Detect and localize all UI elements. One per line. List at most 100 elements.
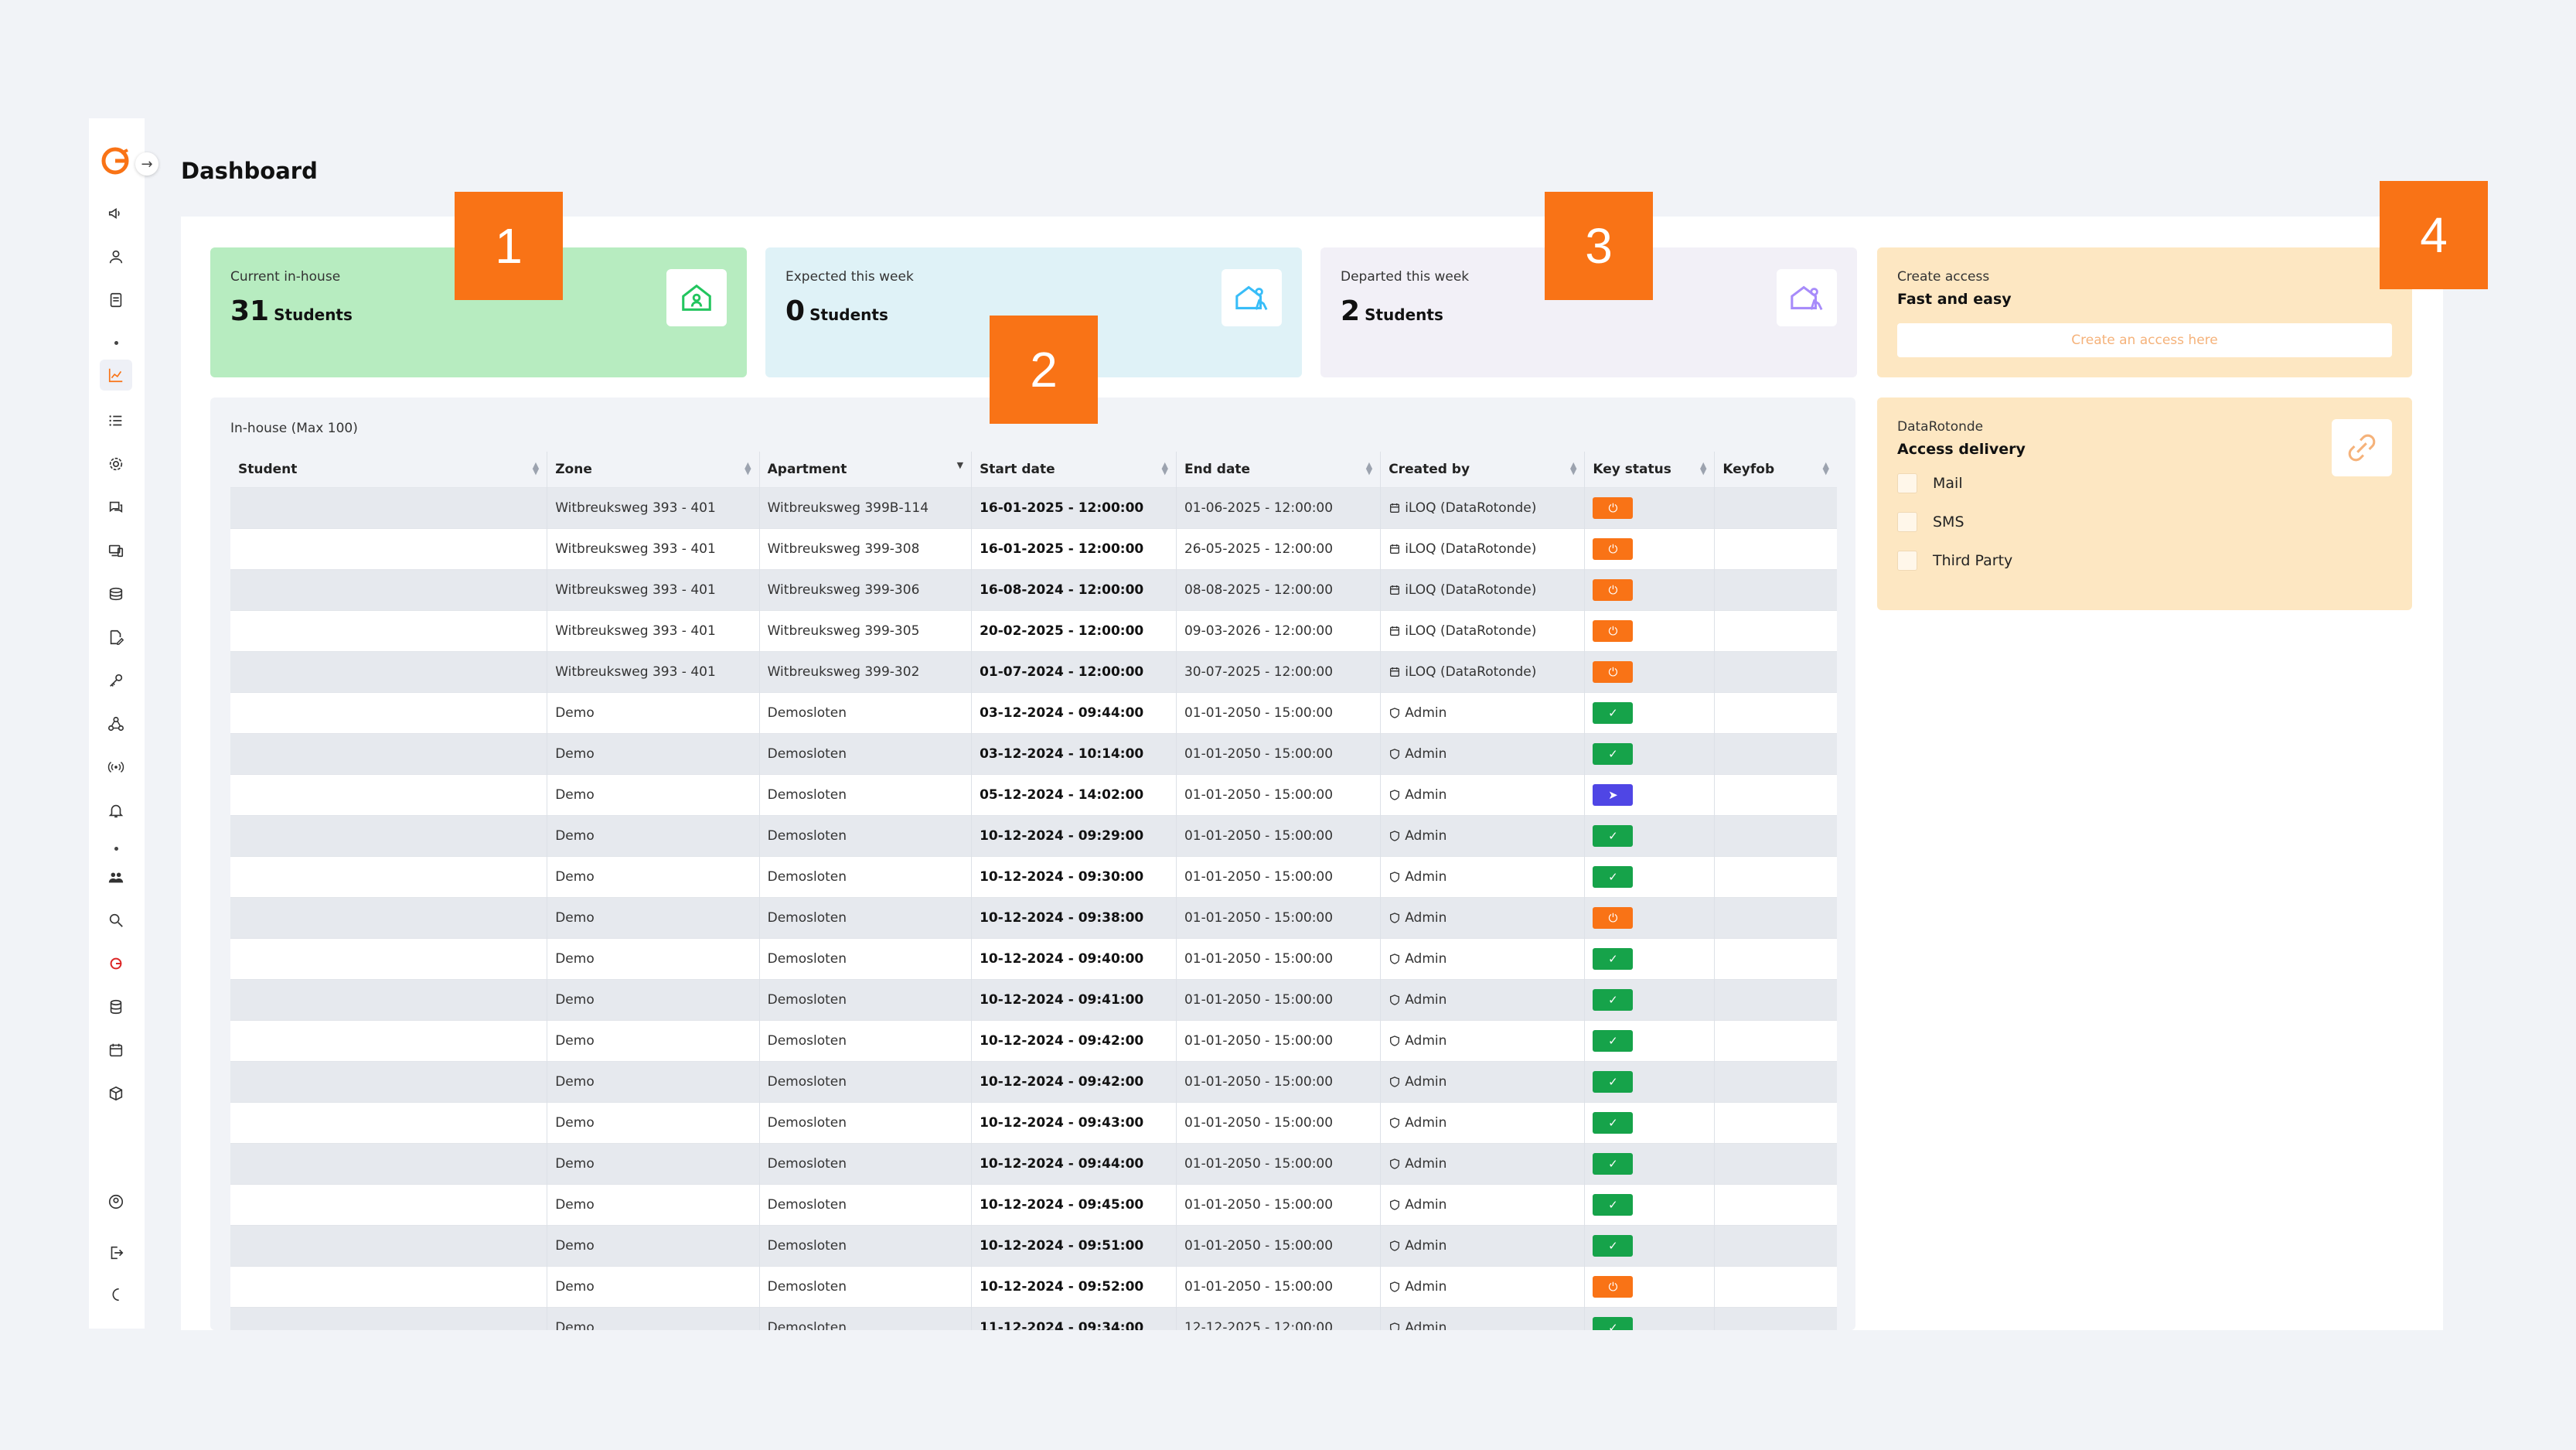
key-status-button[interactable]: ⏻: [1593, 579, 1634, 601]
chat-icon[interactable]: [104, 496, 128, 519]
table-row[interactable]: Demo Demosloten 10-12-2024 - 09:30:00 01-01…: [230, 856, 1837, 898]
key-status-button[interactable]: ✓: [1593, 1030, 1634, 1052]
key-status-button[interactable]: ➤: [1593, 784, 1634, 806]
key-status-button[interactable]: ✓: [1593, 825, 1634, 847]
cell-apartment: Demosloten: [759, 897, 973, 939]
cell-end-date: 01-01-2050 - 15:00:00: [1176, 1143, 1382, 1185]
column-header-start-date[interactable]: Start date ▲ ▼: [971, 452, 1177, 488]
table-row[interactable]: Demo Demosloten 10-12-2024 - 09:52:00 01-01…: [230, 1266, 1837, 1308]
key-status-button[interactable]: ✓: [1593, 743, 1634, 765]
checkbox[interactable]: [1897, 512, 1917, 532]
key-status-button[interactable]: ✓: [1593, 1194, 1634, 1216]
user-icon[interactable]: [104, 245, 128, 268]
network-icon[interactable]: [104, 712, 128, 735]
option-sms[interactable]: SMS: [1897, 512, 1964, 532]
key-status-button[interactable]: ✓: [1593, 1153, 1634, 1175]
column-header-key-status[interactable]: Key status ▲ ▼: [1584, 452, 1716, 488]
table-row[interactable]: Demo Demosloten 10-12-2024 - 09:51:00 01-01…: [230, 1225, 1837, 1267]
table-row[interactable]: Demo Demosloten 10-12-2024 - 09:40:00 01-01…: [230, 938, 1837, 980]
logout-icon[interactable]: [104, 1241, 128, 1264]
sort-icon[interactable]: ▲ ▼: [1161, 460, 1168, 476]
key-status-button[interactable]: ✓: [1593, 702, 1634, 724]
link-icon[interactable]: [2332, 419, 2392, 476]
gear-icon[interactable]: [104, 452, 128, 476]
key-status-button[interactable]: ⏻: [1593, 620, 1634, 642]
column-header-apartment[interactable]: Apartment ▼: [759, 452, 973, 488]
sort-icon[interactable]: ▲ ▼: [1822, 460, 1829, 476]
key-status-button[interactable]: ✓: [1593, 989, 1634, 1011]
search-icon[interactable]: [104, 909, 128, 932]
sort-icon[interactable]: ▲ ▼: [1569, 460, 1577, 476]
table-row[interactable]: Demo Demosloten 10-12-2024 - 09:41:00 01-01…: [230, 979, 1837, 1021]
column-header-student[interactable]: Student ▲ ▼: [230, 452, 548, 488]
key-status-button[interactable]: ⏻: [1593, 1276, 1634, 1298]
table-row[interactable]: Demo Demosloten 10-12-2024 - 09:42:00 01-01…: [230, 1020, 1837, 1062]
database-icon[interactable]: [104, 995, 128, 1018]
sort-icon[interactable]: ▲ ▼: [532, 460, 540, 476]
sort-icon[interactable]: ▲ ▼: [745, 460, 751, 476]
table-row[interactable]: Demo Demosloten 05-12-2024 - 14:02:00 01-01…: [230, 774, 1837, 816]
cell-keyfob: [1714, 651, 1837, 693]
key-status-button[interactable]: ✓: [1593, 1112, 1634, 1134]
option-third-party[interactable]: Third Party: [1897, 551, 2012, 571]
table-row[interactable]: Witbreuksweg 393 - 401 Witbreuksweg 399-3…: [230, 569, 1837, 611]
checkbox[interactable]: [1897, 473, 1917, 493]
sort-desc-icon[interactable]: ▼: [956, 460, 964, 470]
devices-icon[interactable]: [104, 539, 128, 562]
users-group-icon[interactable]: [104, 865, 128, 889]
create-access-button[interactable]: Create an access here: [1897, 323, 2392, 357]
checkbox[interactable]: [1897, 551, 1917, 571]
option-mail[interactable]: Mail: [1897, 473, 1963, 493]
key-status-button[interactable]: ✓: [1593, 866, 1634, 888]
sort-icon[interactable]: ▲ ▼: [1365, 460, 1373, 476]
column-header-keyfob[interactable]: Keyfob ▲ ▼: [1715, 452, 1837, 488]
brand-logo-icon[interactable]: [100, 145, 131, 176]
key-status-button[interactable]: ⏻: [1593, 661, 1634, 683]
key-status-button[interactable]: ✓: [1593, 1071, 1634, 1093]
table-row[interactable]: Demo Demosloten 10-12-2024 - 09:38:00 01-01…: [230, 897, 1837, 939]
calendar-icon[interactable]: [104, 1039, 128, 1062]
table-row[interactable]: Demo Demosloten 10-12-2024 - 09:29:00 01-01…: [230, 815, 1837, 857]
chart-icon[interactable]: [100, 360, 132, 391]
account-circle-icon[interactable]: [104, 1190, 128, 1213]
key-status-button[interactable]: ⏻: [1593, 538, 1634, 560]
table-row[interactable]: Demo Demosloten 10-12-2024 - 09:44:00 01-01…: [230, 1143, 1837, 1185]
column-header-zone[interactable]: Zone ▲ ▼: [547, 452, 760, 488]
table-row[interactable]: Demo Demosloten 10-12-2024 - 09:43:00 01-01…: [230, 1102, 1837, 1144]
table-row[interactable]: Demo Demosloten 10-12-2024 - 09:45:00 01-01…: [230, 1184, 1837, 1226]
column-header-end-date[interactable]: End date ▲ ▼: [1176, 452, 1382, 488]
column-header-created-by[interactable]: Created by ▲ ▼: [1380, 452, 1586, 488]
key-status-button[interactable]: ✓: [1593, 1235, 1634, 1257]
table-row[interactable]: Witbreuksweg 393 - 401 Witbreuksweg 399-3…: [230, 610, 1837, 652]
table-row[interactable]: Witbreuksweg 393 - 401 Witbreuksweg 399B-…: [230, 487, 1837, 529]
megaphone-icon[interactable]: [104, 202, 128, 225]
box-icon[interactable]: [104, 1082, 128, 1105]
key-icon[interactable]: [104, 669, 128, 692]
server-icon[interactable]: [104, 582, 128, 606]
list-icon[interactable]: [104, 409, 128, 432]
table-row[interactable]: Witbreuksweg 393 - 401 Witbreuksweg 399-3…: [230, 651, 1837, 693]
moon-icon[interactable]: [104, 1283, 128, 1306]
card-value: 0 Students: [785, 295, 888, 327]
brand-alt-icon[interactable]: [104, 952, 128, 975]
table-row[interactable]: Demo Demosloten 03-12-2024 - 10:14:00 01-01…: [230, 733, 1837, 775]
broadcast-icon[interactable]: [104, 756, 128, 779]
cell-created-by: Admin: [1380, 1020, 1586, 1062]
document-icon[interactable]: [104, 288, 128, 312]
key-status-button[interactable]: ✓: [1593, 1317, 1634, 1330]
column-label: Key status: [1593, 462, 1671, 477]
column-label: Keyfob: [1722, 462, 1775, 477]
edit-document-icon[interactable]: [104, 626, 128, 649]
key-status-button[interactable]: ✓: [1593, 948, 1634, 970]
table-row[interactable]: Demo Demosloten 10-12-2024 - 09:42:00 01-01…: [230, 1061, 1837, 1103]
expand-sidebar-icon[interactable]: →: [135, 152, 158, 176]
key-status-button[interactable]: ⏻: [1593, 907, 1634, 929]
table-row[interactable]: Demo Demosloten 11-12-2024 - 09:34:00 12-12…: [230, 1307, 1837, 1330]
column-label: Student: [238, 462, 298, 477]
bell-icon[interactable]: [104, 799, 128, 822]
sort-icon[interactable]: ▲ ▼: [1699, 460, 1707, 476]
table-row[interactable]: Witbreuksweg 393 - 401 Witbreuksweg 399-3…: [230, 528, 1837, 570]
key-status-button[interactable]: ⏻: [1593, 497, 1634, 519]
option-label: Third Party: [1933, 552, 2013, 569]
table-row[interactable]: Demo Demosloten 03-12-2024 - 09:44:00 01-01…: [230, 692, 1837, 734]
